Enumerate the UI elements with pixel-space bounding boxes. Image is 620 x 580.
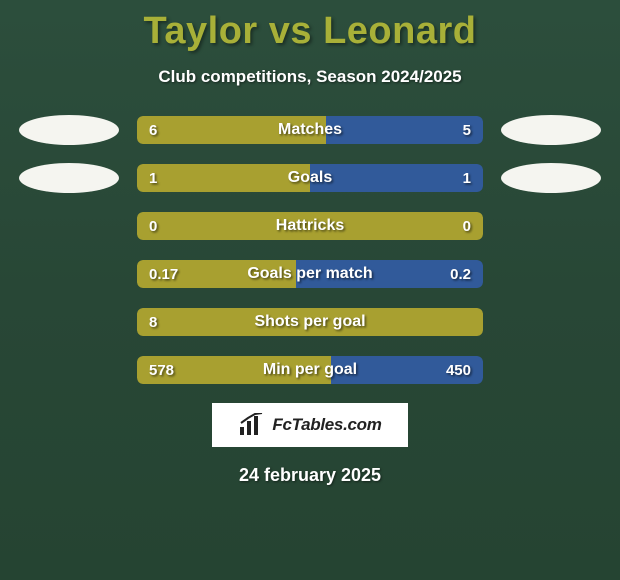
stat-bar: 578 450 Min per goal (137, 356, 483, 384)
stat-value-right: 0.2 (450, 266, 471, 283)
stat-label: Matches (278, 121, 342, 139)
bar-segment-left (137, 164, 310, 192)
stat-label: Goals (288, 169, 332, 187)
bar-segment-right (310, 164, 483, 192)
stat-bar: 8 Shots per goal (137, 308, 483, 336)
stat-row: 0 0 Hattricks (0, 211, 620, 241)
stat-bar: 1 1 Goals (137, 164, 483, 192)
stat-value-right: 1 (463, 170, 471, 187)
stat-value-left: 6 (149, 122, 157, 139)
stat-value-right: 5 (463, 122, 471, 139)
player-badge-right[interactable] (501, 115, 601, 145)
stat-bar: 0 0 Hattricks (137, 212, 483, 240)
stat-value-left: 578 (149, 362, 174, 379)
subtitle: Club competitions, Season 2024/2025 (0, 67, 620, 87)
stat-bar: 0.17 0.2 Goals per match (137, 260, 483, 288)
stat-bar: 6 5 Matches (137, 116, 483, 144)
stat-value-right: 450 (446, 362, 471, 379)
logo[interactable]: FcTables.com (212, 403, 408, 447)
bar-segment-right (326, 116, 483, 144)
stat-value-left: 0.17 (149, 266, 178, 283)
date: 24 february 2025 (0, 465, 620, 486)
stat-label: Goals per match (247, 265, 372, 283)
stat-label: Shots per goal (254, 313, 365, 331)
stat-value-left: 8 (149, 314, 157, 331)
chart-icon (238, 413, 266, 437)
stat-value-left: 0 (149, 218, 157, 235)
player-badge-left[interactable] (19, 163, 119, 193)
stat-value-left: 1 (149, 170, 157, 187)
player-badge-right[interactable] (501, 163, 601, 193)
page-title: Taylor vs Leonard (0, 0, 620, 53)
stats-container: 6 5 Matches 1 1 Goals 0 0 Hattricks 0.17 0.2 Goals … (0, 115, 620, 385)
logo-text: FcTables.com (272, 415, 381, 435)
stat-value-right: 0 (463, 218, 471, 235)
stat-row: 8 Shots per goal (0, 307, 620, 337)
stat-label: Min per goal (263, 361, 357, 379)
stat-row: 1 1 Goals (0, 163, 620, 193)
stat-row: 6 5 Matches (0, 115, 620, 145)
player-badge-left[interactable] (19, 115, 119, 145)
stat-row: 0.17 0.2 Goals per match (0, 259, 620, 289)
stat-label: Hattricks (276, 217, 344, 235)
stat-row: 578 450 Min per goal (0, 355, 620, 385)
